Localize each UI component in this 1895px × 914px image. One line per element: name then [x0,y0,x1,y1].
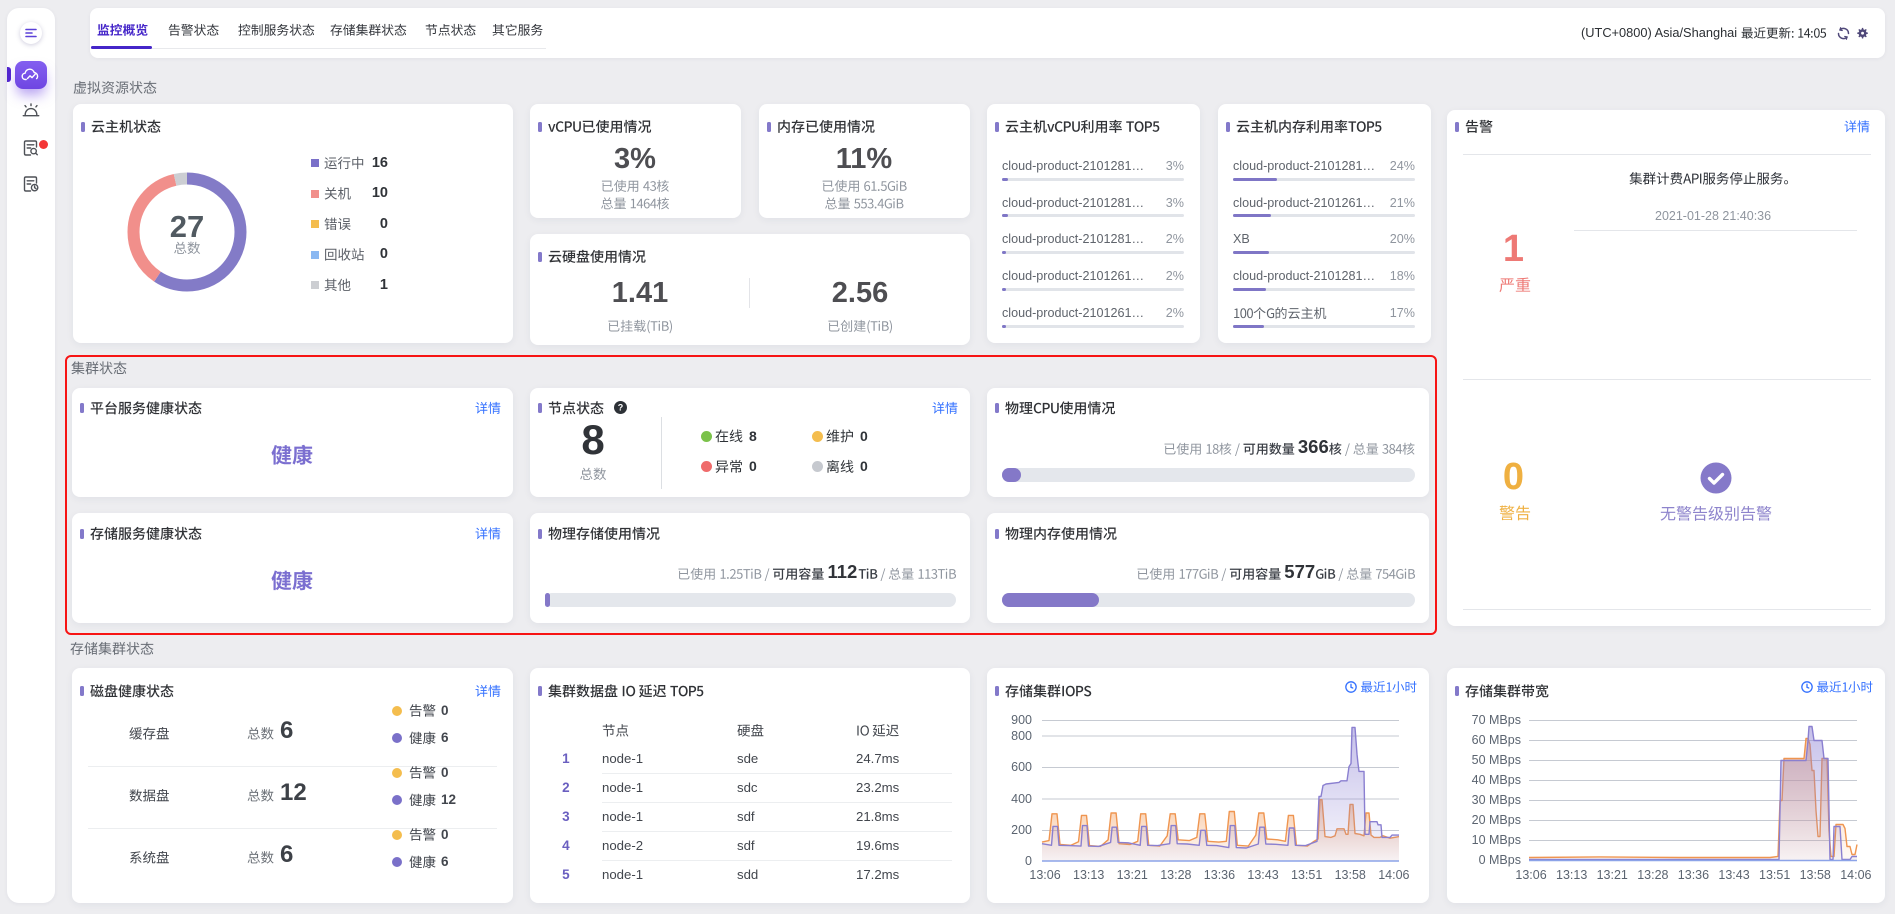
svg-text:?: ? [617,403,623,413]
